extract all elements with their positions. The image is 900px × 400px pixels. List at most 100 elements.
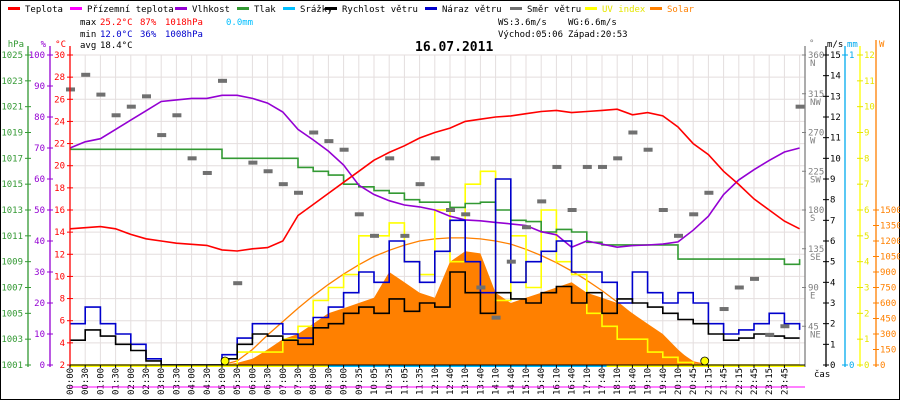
temperature-tick-label: 18	[54, 184, 65, 194]
wind-direction-mark	[689, 212, 699, 217]
solar-tick-label: 0	[880, 361, 885, 371]
wind-tick-label: 10	[830, 154, 841, 164]
wind-tick-label: 2	[830, 320, 835, 330]
pressure-tick-label: 1021	[1, 103, 23, 113]
legend-swatch	[650, 7, 662, 10]
stats-sunrise: Východ:05:06	[498, 30, 563, 40]
wind-direction-mark	[81, 72, 91, 77]
legend-swatch	[585, 7, 597, 10]
wind-direction-mark	[643, 147, 653, 152]
wind-tick-label: 15	[830, 51, 841, 61]
legend: Teplota Přízemní teplota Vlhkost Tlak Srážky…	[8, 5, 695, 15]
x-axis-title: čas	[814, 369, 830, 380]
wind-direction-mark	[370, 233, 379, 238]
temperature-tick-label: 28	[54, 73, 65, 83]
x-axis-labels: 00:00 00:30 01:00 01:30 02:00 02:30 03:00 03:30…	[66, 365, 805, 395]
wind-direction-mark	[613, 156, 623, 161]
legend-swatch	[283, 7, 295, 10]
uv-tick-label: 8	[864, 154, 869, 164]
wind-direction-mark	[506, 259, 516, 264]
solar-tick-label: 1500	[880, 206, 900, 216]
x-tick-label: 22:15	[735, 368, 745, 395]
stats-max-label: max	[80, 18, 97, 28]
x-tick-label: 07:30	[294, 368, 304, 395]
x-tick-label: 16:10	[552, 368, 562, 395]
legend-label-1: Přízemní teplota	[87, 5, 174, 15]
x-tick-label: 11:35	[416, 368, 426, 395]
x-tick-label: 06:30	[264, 368, 274, 395]
x-tick-label: 13:40	[476, 368, 486, 395]
wind-direction-mark	[202, 170, 212, 175]
solar-tick-label: 150	[880, 346, 896, 356]
stats-wind-speed: WS:3.6m/s	[498, 18, 547, 28]
temperature-tick-label: 16	[54, 206, 65, 216]
wind-direction-mark	[142, 94, 151, 99]
uv-tick-label: 11	[864, 77, 875, 87]
wind-tick-label: 1	[830, 340, 835, 350]
wind-direction-mark	[172, 113, 182, 118]
wind-direction-mark	[491, 315, 501, 320]
wind-direction-mark	[339, 147, 349, 152]
x-tick-label: 14:40	[507, 368, 517, 395]
direction-tick-compass: N	[810, 59, 815, 69]
x-tick-label: 18:10	[613, 368, 623, 395]
direction-tick-label: 360	[808, 51, 824, 61]
wind-tick-label: 14	[830, 72, 841, 82]
wind-direction-mark	[354, 212, 364, 217]
wind-tick-label: 13	[830, 92, 841, 102]
wind-direction-mark	[309, 130, 319, 135]
direction-tick-compass: NE	[810, 330, 821, 340]
legend-label-8: UV index	[602, 5, 646, 15]
chart-title: 16.07.2011	[415, 40, 493, 55]
x-tick-label: 04:00	[188, 368, 198, 395]
series-vlhkost-line	[69, 94, 800, 249]
legend-swatch	[325, 7, 337, 10]
wind-direction-mark	[263, 169, 273, 174]
wind-tick-label: 0	[830, 361, 835, 371]
direction-tick-label: 270	[808, 129, 824, 139]
x-tick-label: 14:10	[492, 368, 502, 395]
wind-direction-mark	[552, 164, 562, 169]
temperature-tick-label: 10	[54, 272, 65, 282]
x-tick-label: 03:30	[172, 368, 182, 395]
wind-direction-mark	[734, 285, 744, 290]
axes: hPa1001100310051007100910111013101510171…	[1, 39, 900, 371]
rain-tick-label: 0	[849, 361, 854, 371]
x-tick-label: 08:00	[309, 368, 319, 395]
wind-direction-mark	[400, 233, 410, 238]
x-tick-label: 06:00	[248, 368, 258, 395]
uv-tick-label: 5	[864, 232, 869, 242]
stats-wind-gust: WG:6.6m/s	[568, 18, 617, 28]
wind-direction-mark	[294, 190, 303, 195]
pressure-tick-label: 1009	[1, 258, 23, 268]
solar-tick-label: 1350	[880, 222, 900, 232]
x-tick-label: 09:00	[340, 368, 350, 395]
stats-min-humidity: 36%	[140, 30, 157, 40]
wind-direction-mark	[187, 156, 197, 161]
legend-swatch	[70, 7, 82, 10]
legend-label-2: Vlhkost	[192, 5, 230, 15]
uv-tick-label: 1	[864, 335, 869, 345]
stats-min-pressure: 1008hPa	[165, 30, 203, 40]
humidity-tick-label: 100	[29, 51, 45, 61]
temperature-tick-label: 30	[54, 51, 65, 61]
wind-tick-label: 8	[830, 196, 835, 206]
solar-tick-label: 1200	[880, 237, 900, 247]
x-tick-label: 01:30	[112, 368, 122, 395]
stats-avg-temp: 18.4°C	[100, 41, 133, 51]
uv-tick-label: 3	[864, 284, 869, 294]
x-tick-label: 17:40	[598, 368, 608, 395]
direction-tick-compass: W	[810, 137, 816, 147]
stats-max-pressure: 1018hPa	[165, 18, 203, 28]
wind-direction-mark	[795, 104, 805, 109]
direction-tick-compass: SE	[810, 253, 821, 263]
x-tick-label: 07:00	[279, 368, 289, 395]
x-tick-label: 11:05	[400, 368, 410, 395]
pressure-tick-label: 1011	[1, 232, 23, 242]
wind-direction-mark	[765, 332, 775, 337]
wind-tick-label: 11	[830, 134, 841, 144]
x-tick-label: 10:05	[370, 368, 380, 395]
wind-direction-mark	[750, 276, 759, 281]
direction-tick-compass: E	[810, 292, 815, 302]
